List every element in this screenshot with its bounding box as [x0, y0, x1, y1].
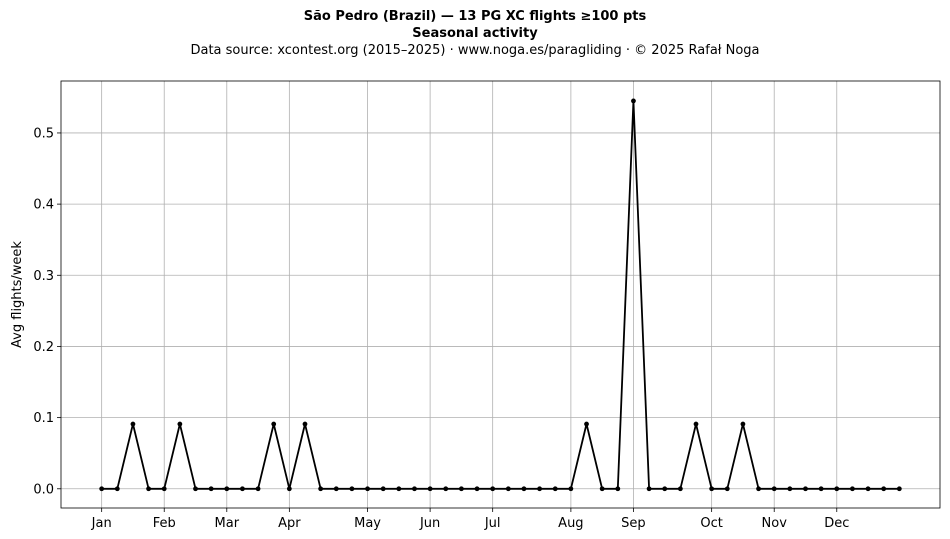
data-point — [615, 486, 621, 492]
y-tick-label-4: 0.4 — [33, 198, 54, 213]
data-point — [302, 421, 308, 427]
data-point — [537, 486, 543, 492]
x-tick-label-6: Jul — [484, 516, 501, 531]
data-point — [255, 486, 261, 492]
data-point — [834, 486, 840, 492]
x-tick-label-11: Dec — [824, 516, 849, 531]
data-point — [787, 486, 793, 492]
data-point — [568, 486, 574, 492]
data-point — [552, 486, 558, 492]
data-point — [99, 486, 105, 492]
data-point — [286, 486, 292, 492]
data-point — [881, 486, 887, 492]
y-axis-label: Avg flights/week — [10, 241, 25, 348]
data-point — [240, 486, 245, 492]
y-tick-label-2: 0.2 — [33, 340, 54, 355]
data-point — [130, 421, 136, 427]
y-tick-label-0: 0.0 — [33, 482, 54, 497]
x-tick-label-7: Aug — [558, 516, 583, 531]
data-point — [631, 98, 636, 104]
data-point — [458, 486, 464, 492]
data-point — [333, 486, 339, 492]
x-tick-label-8: Sep — [621, 516, 646, 531]
chart-source-note: Data source: xcontest.org (2015–2025) · … — [190, 43, 760, 58]
data-point — [896, 486, 902, 492]
data-point — [662, 486, 668, 492]
data-point — [771, 486, 777, 492]
plot-frame — [60, 80, 941, 509]
data-point — [818, 486, 824, 492]
data-point — [803, 486, 808, 492]
x-tick-label-9: Oct — [700, 516, 722, 531]
data-point — [693, 421, 699, 427]
series-line-0 — [101, 100, 900, 490]
x-tick-label-2: Mar — [215, 516, 240, 531]
data-point — [850, 486, 855, 492]
data-point — [474, 486, 480, 492]
data-point — [646, 486, 652, 492]
x-tick-label-10: Nov — [762, 516, 788, 531]
x-tick-label-1: Feb — [153, 516, 176, 531]
x-tick-label-5: Jun — [419, 516, 440, 531]
y-tick-label-3: 0.3 — [33, 269, 54, 284]
chart-title-block: São Pedro (Brazil) — 13 PG XC flights ≥1… — [0, 8, 950, 59]
data-point — [396, 486, 402, 492]
chart-subtitle: Seasonal activity — [412, 26, 538, 41]
data-point — [224, 486, 230, 492]
data-point — [177, 421, 183, 427]
data-point — [412, 486, 417, 492]
data-point — [427, 486, 433, 492]
data-point — [505, 486, 511, 492]
data-point — [443, 486, 449, 492]
data-point — [349, 486, 355, 492]
data-point — [740, 421, 746, 427]
data-point — [865, 486, 871, 492]
data-point — [271, 421, 277, 427]
x-tick-label-3: Apr — [278, 516, 301, 531]
y-tick-label-1: 0.1 — [33, 411, 54, 426]
data-point — [599, 486, 605, 492]
data-point — [677, 486, 683, 492]
data-point — [146, 486, 151, 492]
chart-title: São Pedro (Brazil) — 13 PG XC flights ≥1… — [303, 9, 647, 24]
y-tick-label-5: 0.5 — [33, 126, 54, 141]
data-point — [584, 421, 589, 427]
x-tick-label-0: Jan — [91, 516, 112, 531]
data-point — [380, 486, 386, 492]
data-point — [208, 486, 214, 492]
data-point — [709, 486, 715, 492]
data-point — [756, 486, 761, 492]
data-point — [365, 486, 370, 492]
data-point — [724, 486, 730, 492]
data-point — [318, 486, 324, 492]
data-point — [490, 486, 496, 492]
data-point — [161, 486, 167, 492]
data-point — [193, 486, 198, 492]
data-point — [521, 486, 527, 492]
x-tick-label-4: May — [354, 516, 381, 531]
data-point — [114, 486, 120, 492]
